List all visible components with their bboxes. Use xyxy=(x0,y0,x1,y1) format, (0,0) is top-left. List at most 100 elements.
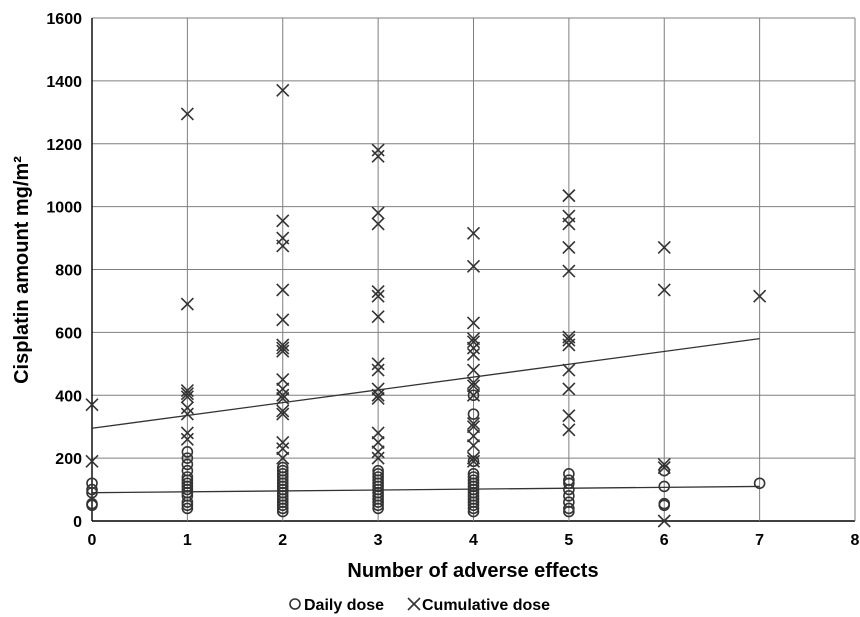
data-point-cumulative-dose xyxy=(562,423,576,437)
data-point-cumulative-dose xyxy=(276,404,290,418)
tick-labels: 0 200 400 600 800 1000 1200 1400 1600 0 1 2 3 4 5 6 7 8 xyxy=(46,11,859,549)
data-point-cumulative-dose xyxy=(562,409,576,423)
legend-item-cumulative-dose: Cumulative dose xyxy=(407,597,550,614)
data-point-cumulative-dose xyxy=(562,240,576,255)
data-point-cumulative-dose xyxy=(276,382,290,396)
data-point-cumulative-dose xyxy=(276,344,290,358)
data-point-cumulative-dose xyxy=(466,259,481,273)
data-point-cumulative-dose xyxy=(371,451,385,465)
data-point-daily-dose xyxy=(753,477,766,490)
x-tick-label: 8 xyxy=(851,532,860,549)
data-point-cumulative-dose xyxy=(276,283,290,297)
data-point-cumulative-dose xyxy=(466,376,481,390)
data-point-cumulative-dose xyxy=(466,347,481,361)
data-point-cumulative-dose xyxy=(466,316,481,330)
data-point-daily-dose xyxy=(372,471,384,483)
data-point-cumulative-dose xyxy=(562,363,576,377)
data-point-cumulative-dose xyxy=(657,283,671,297)
data-point-daily-dose xyxy=(563,490,575,502)
data-point-cumulative-dose xyxy=(753,289,767,303)
y-tick-label: 200 xyxy=(55,451,82,468)
data-point-daily-dose xyxy=(563,496,575,508)
data-point-cumulative-dose xyxy=(657,457,671,471)
data-point-cumulative-dose xyxy=(371,357,385,371)
data-point-cumulative-dose xyxy=(371,217,385,231)
y-tick-label: 0 xyxy=(73,514,82,531)
data-point-daily-dose xyxy=(467,408,480,420)
data-point-cumulative-dose xyxy=(466,420,481,434)
data-point-daily-dose xyxy=(181,452,194,464)
y-axis-title: Cisplatin amount mg/m² xyxy=(11,156,33,384)
data-point-cumulative-dose xyxy=(371,445,385,459)
data-point-cumulative-dose xyxy=(371,391,385,405)
y-tick-label: 1000 xyxy=(46,200,82,217)
data-point-cumulative-dose xyxy=(371,206,385,220)
data-point-cumulative-dose xyxy=(276,407,290,421)
data-point-cumulative-dose xyxy=(276,338,290,352)
data-point-cumulative-dose xyxy=(180,426,194,440)
data-point-cumulative-dose xyxy=(466,388,481,402)
x-tick-label: 6 xyxy=(660,532,669,549)
data-point-cumulative-dose xyxy=(180,387,194,401)
data-point-cumulative-dose xyxy=(371,426,385,440)
x-tick-label: 1 xyxy=(183,532,192,549)
y-tick-label: 1600 xyxy=(46,11,82,28)
y-tick-label: 400 xyxy=(55,388,82,405)
data-point-cumulative-dose xyxy=(657,514,671,528)
x-tick-label: 5 xyxy=(564,532,573,549)
data-point-cumulative-dose xyxy=(276,313,290,327)
data-point-cumulative-dose xyxy=(466,454,481,468)
data-point-cumulative-dose xyxy=(466,341,481,355)
data-point-cumulative-dose xyxy=(180,407,194,421)
data-point-daily-dose xyxy=(563,474,575,486)
x-axis-title: Number of adverse effects xyxy=(347,560,598,582)
data-point-cumulative-dose xyxy=(657,240,671,255)
x-tick-label: 7 xyxy=(755,532,764,549)
data-point-daily-dose xyxy=(86,483,98,496)
data-point-cumulative-dose xyxy=(466,332,481,346)
data-point-daily-dose xyxy=(467,474,480,486)
data-point-cumulative-dose xyxy=(276,451,290,465)
data-point-cumulative-dose xyxy=(466,416,481,431)
data-point-cumulative-dose xyxy=(562,189,576,203)
data-point-daily-dose xyxy=(467,389,480,402)
data-point-daily-dose xyxy=(372,464,384,477)
data-point-cumulative-dose xyxy=(371,284,385,299)
y-tick-label: 800 xyxy=(55,263,82,280)
data-point-daily-dose xyxy=(276,464,289,477)
data-point-cumulative-dose xyxy=(276,231,290,245)
data-point-daily-dose xyxy=(86,497,98,510)
data-point-cumulative-dose xyxy=(657,460,671,475)
data-point-cumulative-dose xyxy=(371,435,385,449)
data-point-daily-dose xyxy=(658,497,671,510)
y-tick-label: 1400 xyxy=(46,74,82,91)
data-point-cumulative-dose xyxy=(276,442,290,456)
legend: Daily dose Cumulative dose xyxy=(289,597,550,614)
data-point-daily-dose xyxy=(276,461,289,474)
data-point-daily-dose xyxy=(467,468,480,480)
legend-label-daily-dose: Daily dose xyxy=(304,597,384,614)
data-point-daily-dose xyxy=(86,477,98,490)
data-point-cumulative-dose xyxy=(371,149,385,163)
data-point-cumulative-dose xyxy=(562,209,576,223)
data-point-cumulative-dose xyxy=(466,363,481,377)
x-marker-icon xyxy=(407,597,421,611)
trendline xyxy=(91,338,760,429)
legend-label-cumulative-dose: Cumulative dose xyxy=(422,597,550,614)
data-point-cumulative-dose xyxy=(371,363,385,377)
data-point-cumulative-dose xyxy=(276,388,290,402)
data-point-cumulative-dose xyxy=(276,372,290,387)
data-point-daily-dose xyxy=(563,468,575,480)
data-point-daily-dose xyxy=(658,480,671,493)
data-point-cumulative-dose xyxy=(276,214,290,228)
x-tick-label: 4 xyxy=(469,532,478,549)
data-point-cumulative-dose xyxy=(562,333,576,347)
data-point-cumulative-dose xyxy=(562,264,576,278)
data-point-cumulative-dose xyxy=(85,454,99,468)
data-point-daily-dose xyxy=(467,455,480,468)
data-point-cumulative-dose xyxy=(466,335,481,349)
data-point-cumulative-dose xyxy=(180,390,194,404)
data-point-cumulative-dose xyxy=(371,382,385,396)
data-point-daily-dose xyxy=(181,446,194,458)
